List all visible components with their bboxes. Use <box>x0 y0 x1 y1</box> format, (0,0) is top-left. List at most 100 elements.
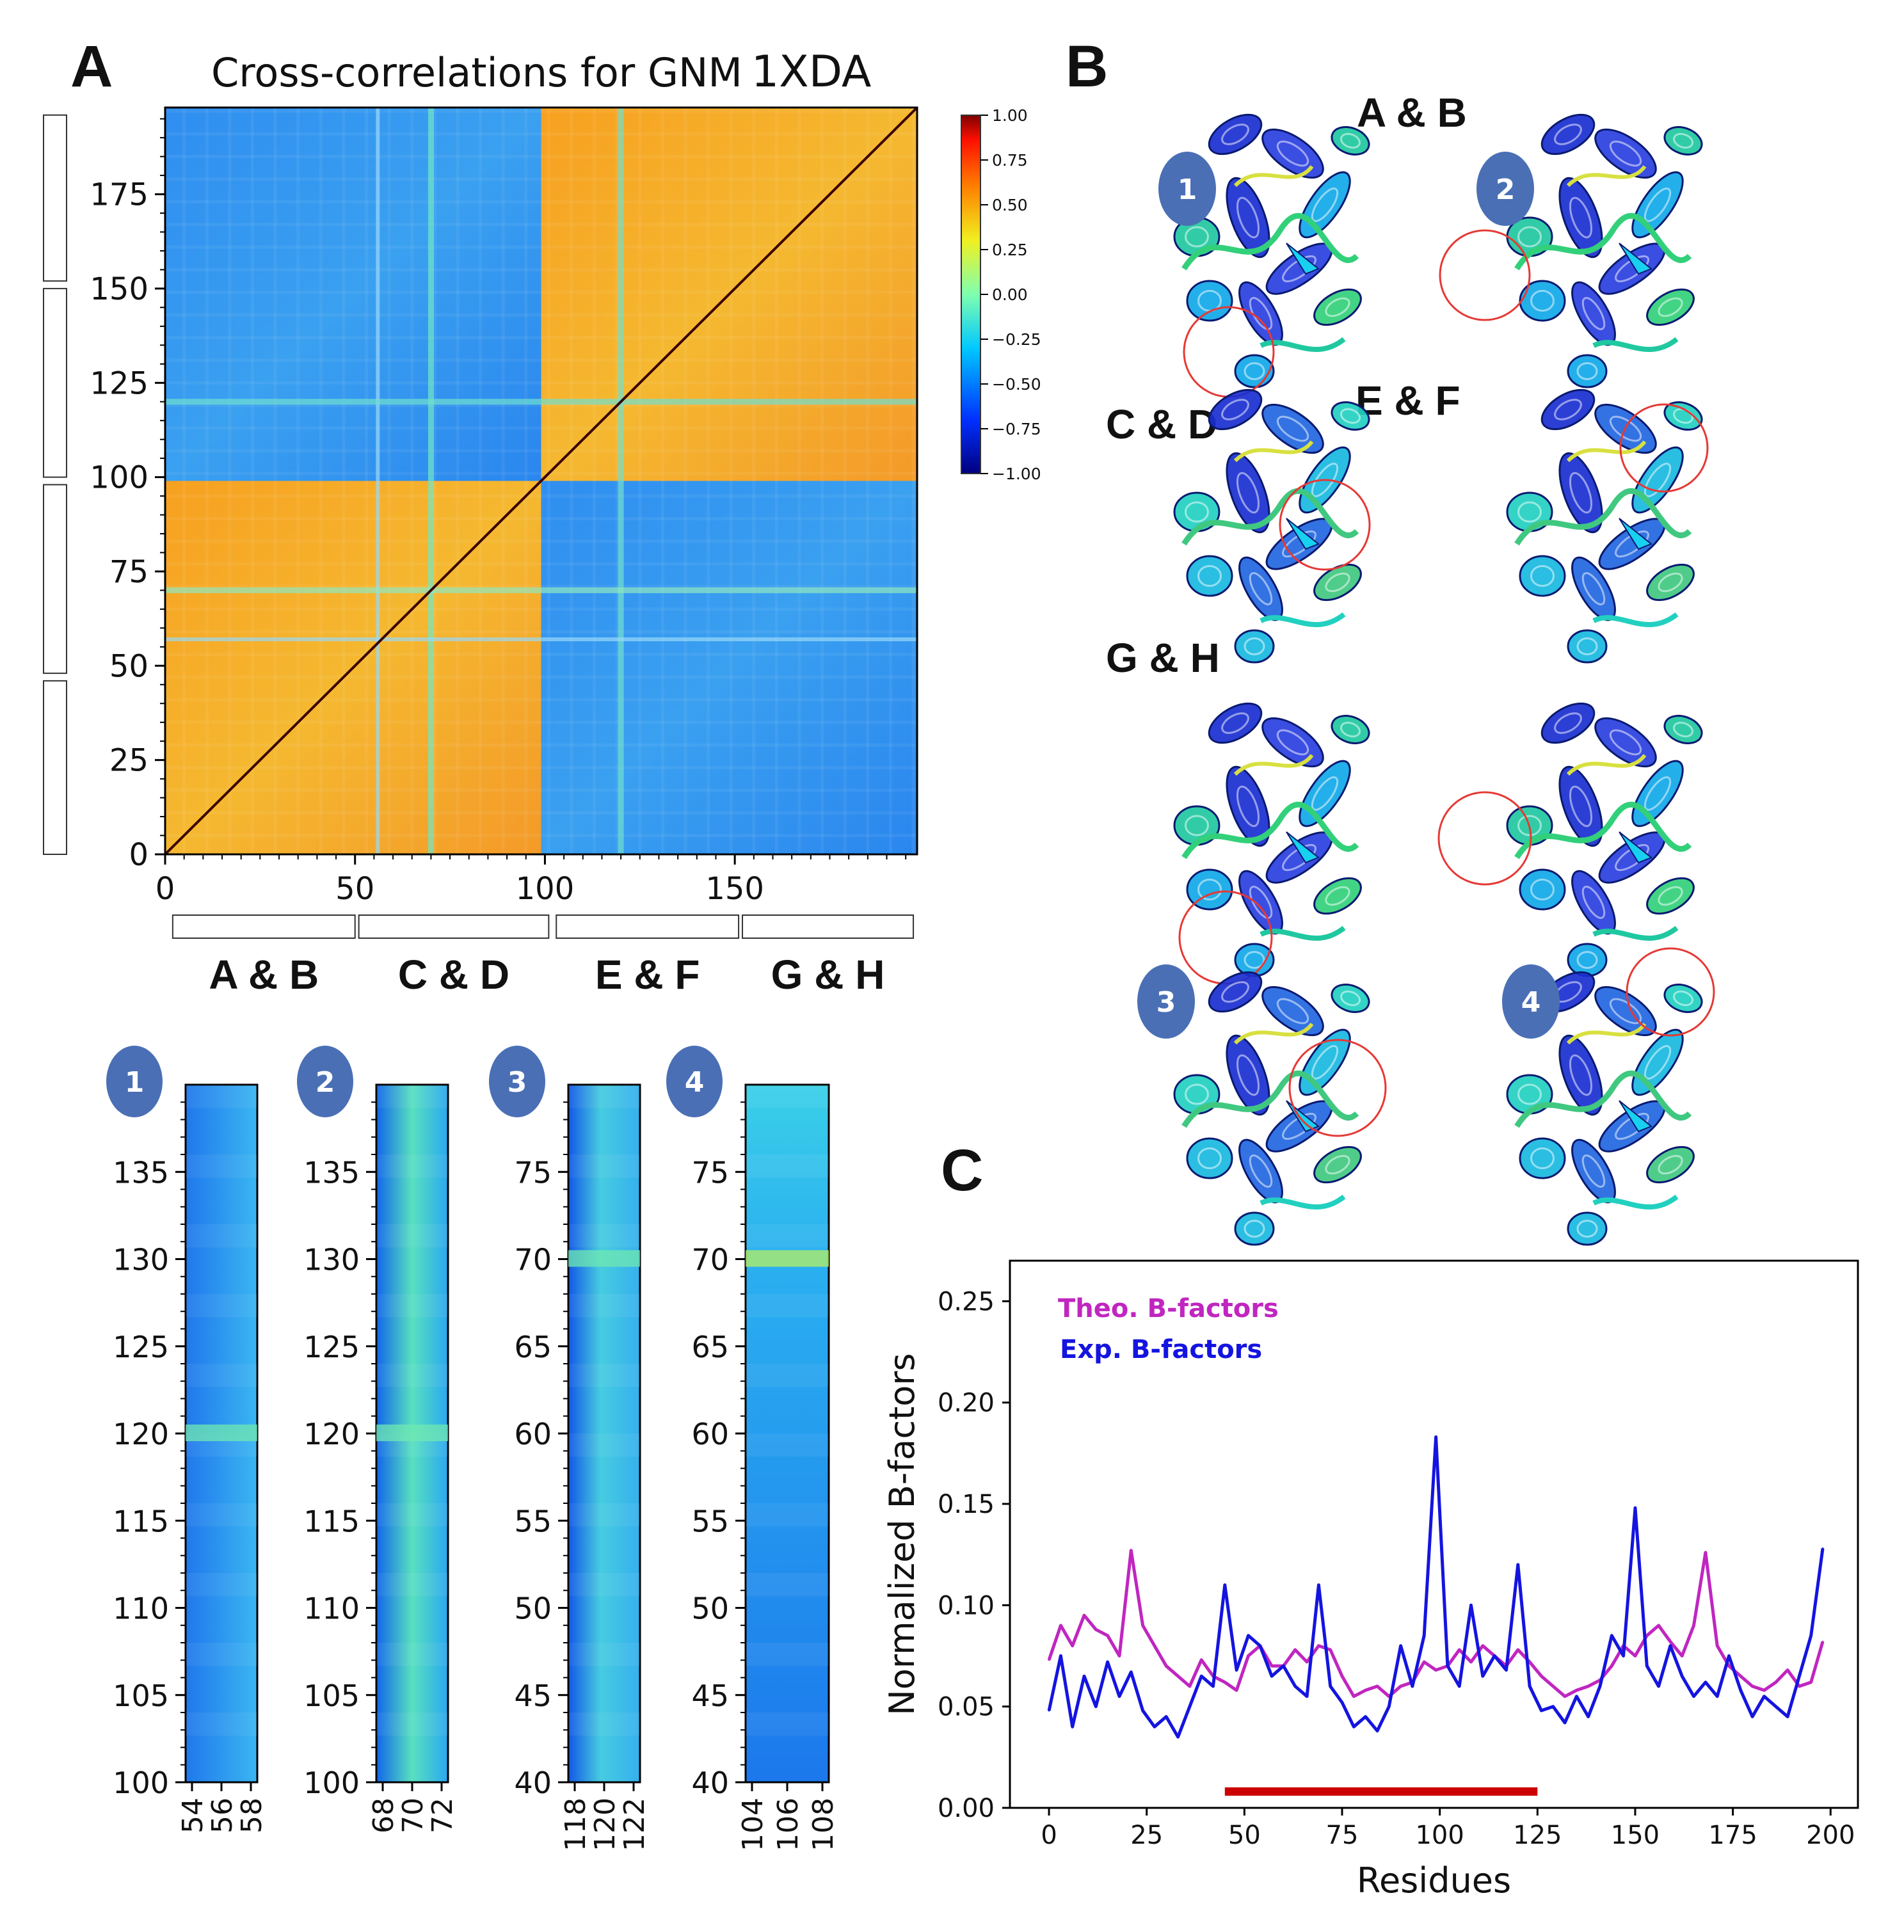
strip-badge <box>489 1046 545 1117</box>
strip-row <box>568 1433 640 1457</box>
series-point-0 <box>1294 1649 1297 1651</box>
helix-turn <box>1197 879 1222 900</box>
line-y-tick-label: 0.25 <box>938 1287 995 1316</box>
strip-y-label: 50 <box>691 1592 729 1626</box>
helix-turn <box>1609 140 1642 167</box>
strip-row <box>376 1736 448 1759</box>
series-point-1 <box>1376 1730 1379 1732</box>
line-y-tick-label: 0.20 <box>938 1389 995 1418</box>
series-point-0 <box>1775 1681 1777 1684</box>
strip-row <box>568 1364 640 1387</box>
line-y-tick-label: 0.15 <box>938 1490 995 1519</box>
strip-y-label: 60 <box>514 1417 552 1451</box>
helix <box>1331 401 1370 431</box>
helix <box>1558 1034 1603 1116</box>
helix-turn <box>1325 886 1350 906</box>
highlight-circle <box>1437 791 1532 886</box>
strip-row <box>186 1294 257 1318</box>
strip-row <box>746 1550 829 1573</box>
helix <box>1594 128 1657 179</box>
strip-row <box>746 1341 829 1364</box>
series-point-0 <box>1669 1640 1672 1643</box>
series-point-1 <box>1435 1436 1437 1438</box>
strip-4: 40 45 50 55 60 65 70 75 104 106 108 4 <box>666 1046 840 1851</box>
loop <box>1260 925 1346 941</box>
strip-row <box>568 1341 640 1364</box>
strip-row <box>746 1736 829 1759</box>
helix-turn <box>1221 712 1249 734</box>
series-point-1 <box>1048 1709 1050 1712</box>
series-point-0 <box>1400 1685 1402 1688</box>
x-tick-label: 150 <box>705 871 764 907</box>
helix <box>1540 388 1596 431</box>
strip-row <box>746 1224 829 1248</box>
beta-arrow <box>1619 1100 1652 1133</box>
helix-turn <box>1185 1083 1209 1105</box>
loop <box>1181 1070 1359 1128</box>
helix-turn <box>1530 879 1555 900</box>
strip-row <box>746 1759 829 1782</box>
series-point-1 <box>1259 1645 1261 1647</box>
y-tick-label: 25 <box>109 743 148 779</box>
series-point-1 <box>1505 1669 1507 1672</box>
strip-row <box>186 1457 257 1480</box>
series-point-1 <box>1798 1675 1800 1677</box>
strip-row <box>376 1387 448 1410</box>
series-point-1 <box>1775 1705 1777 1708</box>
strip-row <box>376 1294 448 1318</box>
helix-turn <box>1576 362 1598 380</box>
helix <box>1558 177 1603 259</box>
helix <box>1226 765 1270 847</box>
strip-y-label: 125 <box>303 1330 360 1364</box>
helix-turn <box>1569 196 1593 239</box>
helix <box>1594 717 1657 768</box>
y-tick-label: 150 <box>90 271 148 307</box>
loop <box>1592 925 1679 941</box>
strip-row <box>568 1317 640 1340</box>
strip-badge <box>106 1046 163 1117</box>
helix-turn <box>1615 530 1649 558</box>
series-point-0 <box>1364 1689 1367 1691</box>
strip-row <box>376 1666 448 1689</box>
helix-turn <box>1282 843 1316 872</box>
series-point-1 <box>1188 1705 1191 1708</box>
helix-turn <box>1244 951 1265 969</box>
strip-row <box>746 1178 829 1201</box>
strip-row <box>376 1317 448 1340</box>
helix <box>1663 126 1703 156</box>
helix <box>1540 113 1596 156</box>
strip-y-label: 135 <box>303 1155 360 1190</box>
strip-row <box>186 1712 257 1736</box>
series-point-0 <box>1798 1685 1800 1688</box>
helix <box>1234 629 1275 664</box>
structure-badge-2 <box>1476 152 1534 226</box>
strip-row <box>746 1317 829 1340</box>
panel-c-label: C <box>941 1138 983 1203</box>
helix-turn <box>1282 530 1316 558</box>
helix-turn <box>1672 132 1694 149</box>
helix <box>1567 943 1608 977</box>
strip-y-label: 120 <box>303 1417 360 1451</box>
strip-row <box>376 1108 448 1131</box>
helix-turn <box>1672 990 1694 1007</box>
strip-row <box>568 1526 640 1549</box>
strip-row <box>376 1457 448 1480</box>
helix <box>1567 1211 1608 1246</box>
y-tick-label: 125 <box>90 365 148 401</box>
series-point-1 <box>1446 1665 1449 1667</box>
helix-turn <box>1311 1045 1339 1080</box>
helix <box>1234 1211 1275 1246</box>
series-point-1 <box>1810 1634 1812 1637</box>
colorbar-tick-label: −0.75 <box>992 420 1041 438</box>
helix-turn <box>1276 998 1309 1025</box>
series-point-0 <box>1681 1655 1683 1657</box>
helix-turn <box>1282 1112 1316 1140</box>
series-point-0 <box>1048 1659 1050 1661</box>
series-point-0 <box>1235 1689 1238 1691</box>
helix-turn <box>1244 362 1265 380</box>
helix-turn <box>1672 721 1694 738</box>
series-point-1 <box>1411 1685 1414 1688</box>
x-tick-label: 100 <box>516 871 575 907</box>
series-point-1 <box>1564 1721 1566 1724</box>
